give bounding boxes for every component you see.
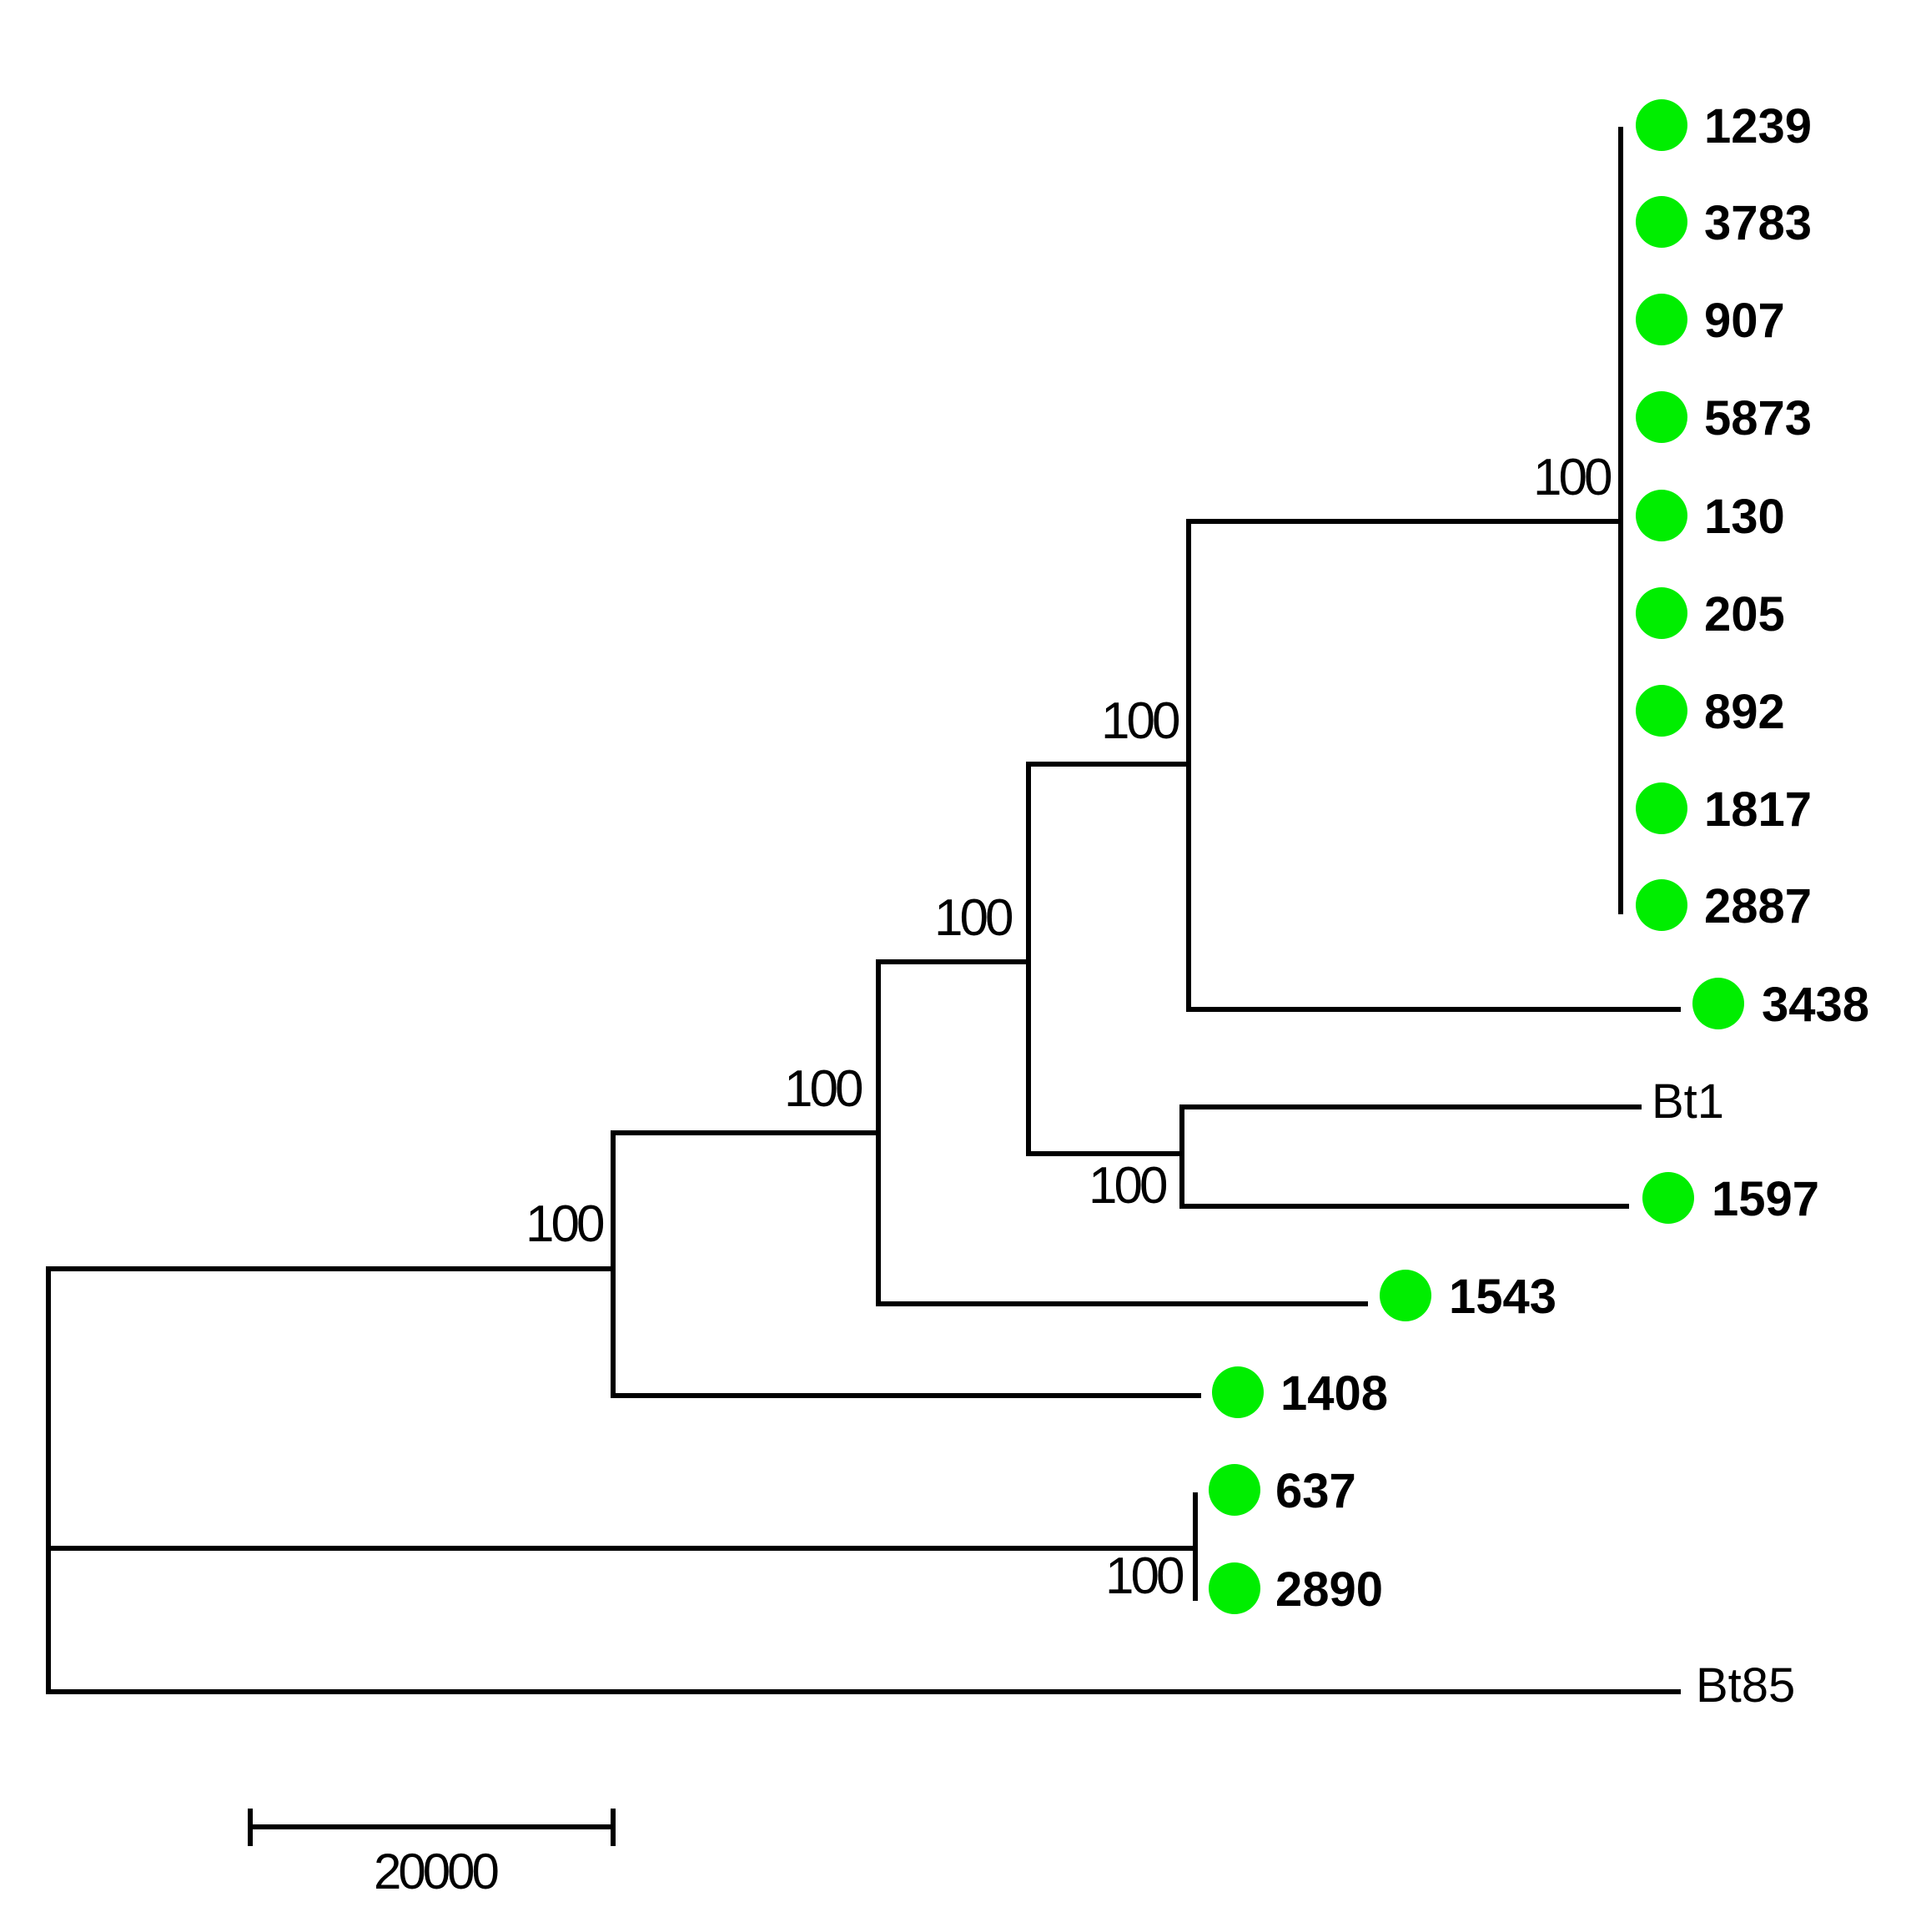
green-dot-icon (1636, 879, 1687, 931)
leaf-label: Bt85 (1696, 1658, 1795, 1713)
green-dot-icon (1636, 99, 1687, 151)
leaf-label: 5873 (1704, 391, 1812, 445)
leaf-label: 3783 (1704, 196, 1812, 250)
green-dot-icon (1380, 1270, 1431, 1321)
leaf-label: 205 (1704, 587, 1785, 641)
green-dot-icon (1636, 587, 1687, 639)
leaf-label: 1817 (1704, 782, 1812, 837)
green-dot-icon (1642, 1172, 1694, 1224)
bootstrap-value: 100 (526, 1195, 604, 1253)
leaf-label: 130 (1704, 490, 1785, 544)
leaf-label: 2887 (1704, 879, 1812, 933)
green-dot-icon (1636, 490, 1687, 541)
bootstrap-value: 100 (1101, 692, 1179, 750)
green-dot-icon (1636, 391, 1687, 443)
green-dot-icon (1209, 1464, 1260, 1516)
leaf-label: 1543 (1449, 1270, 1556, 1324)
green-dot-icon (1636, 685, 1687, 737)
leaf-label: 3438 (1762, 978, 1869, 1032)
green-dot-icon (1636, 196, 1687, 248)
leaf-markers (1209, 99, 1744, 1614)
leaf-label: Bt1 (1652, 1074, 1724, 1129)
bootstrap-value: 100 (1105, 1547, 1184, 1605)
bootstrap-value: 100 (934, 889, 1013, 947)
bootstrap-value: 100 (1533, 449, 1612, 506)
green-dot-icon (1212, 1366, 1264, 1418)
green-dot-icon (1209, 1562, 1260, 1614)
leaf-label: 2890 (1275, 1562, 1383, 1617)
leaf-label: 892 (1704, 685, 1785, 739)
bootstrap-values: 100 100 100 100 100 100 100 (526, 449, 1615, 1605)
leaf-label: 1408 (1280, 1366, 1388, 1421)
leaf-label: 907 (1704, 294, 1785, 348)
leaf-label: 1239 (1704, 99, 1812, 153)
green-dot-icon (1636, 782, 1687, 834)
leaf-labels: 1239 3783 907 5873 130 205 892 1817 2887… (1275, 99, 1869, 1713)
bootstrap-value: 100 (1089, 1157, 1167, 1215)
scale-bar-label: 20000 (374, 1844, 498, 1899)
green-dot-icon (1636, 294, 1687, 345)
scale-bar: 20000 (248, 1809, 616, 1899)
green-dot-icon (1692, 978, 1744, 1029)
bootstrap-value: 100 (784, 1060, 862, 1118)
leaf-label: 637 (1275, 1464, 1356, 1518)
leaf-label: 1597 (1712, 1172, 1819, 1226)
tree-branches (46, 127, 1681, 1694)
